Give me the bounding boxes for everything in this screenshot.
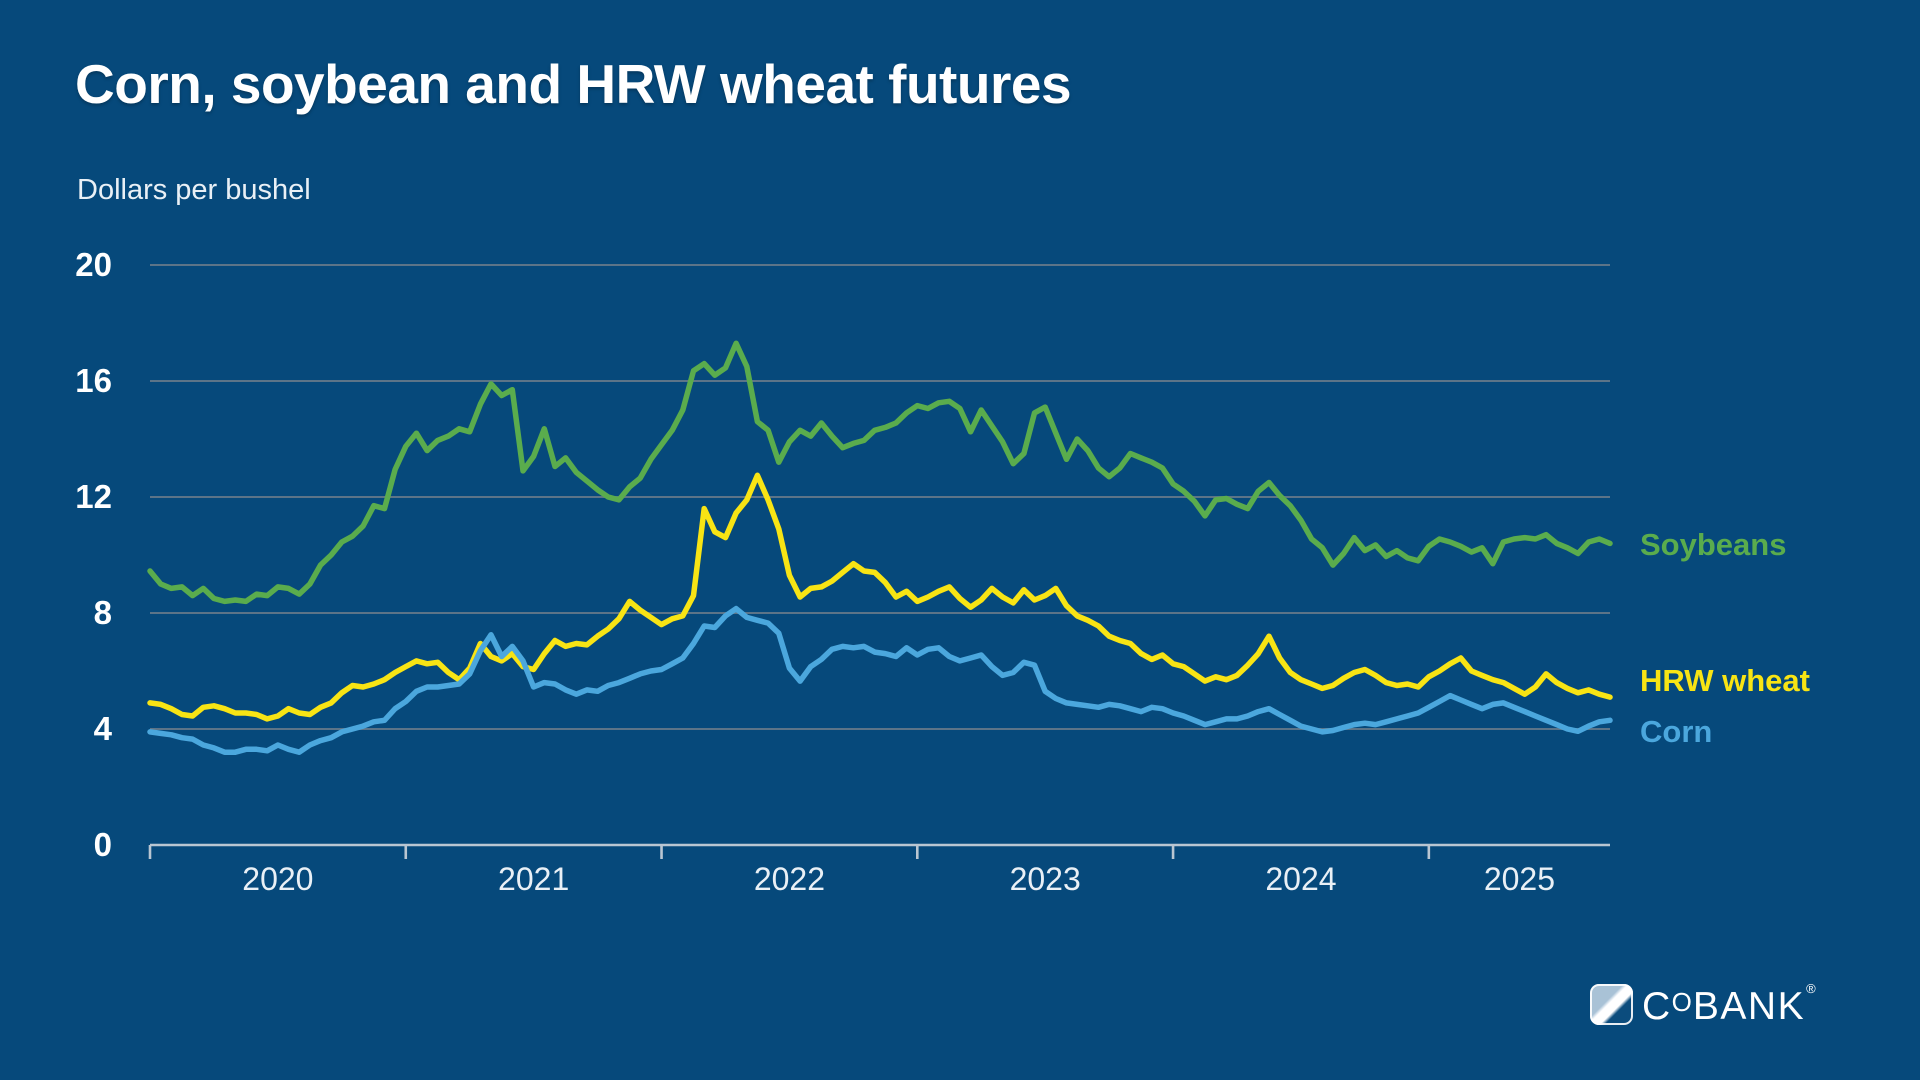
y-tick-label-20: 20 xyxy=(75,246,112,283)
soybeans-series-label: Soybeans xyxy=(1640,527,1787,562)
x-tick-label-2021: 2021 xyxy=(498,861,570,897)
hrw-wheat-series-label: HRW wheat xyxy=(1640,663,1810,698)
x-tick-label-2024: 2024 xyxy=(1265,861,1337,897)
y-tick-label-8: 8 xyxy=(93,594,112,631)
x-tick-label-2022: 2022 xyxy=(753,861,825,897)
corn-line xyxy=(147,605,1613,755)
x-tick-label-2023: 2023 xyxy=(1009,861,1081,897)
soybeans-line xyxy=(147,340,1613,605)
corn-series-label: Corn xyxy=(1640,714,1713,749)
cobank-logo-wordmark: COBANK® xyxy=(1642,981,1818,1029)
cobank-logo: COBANK® xyxy=(1590,981,1818,1029)
cobank-logo-icon xyxy=(1590,984,1633,1026)
hrw-wheat-line xyxy=(147,472,1613,722)
x-tick-label-2025: 2025 xyxy=(1483,861,1555,897)
page-title: Corn, soybean and HRW wheat futures xyxy=(75,53,1072,115)
x-tick-label-2020: 2020 xyxy=(242,861,314,897)
y-tick-label-12: 12 xyxy=(75,478,112,515)
y-tick-label-16: 16 xyxy=(75,362,112,399)
y-axis-units-label: Dollars per bushel xyxy=(77,174,311,206)
y-tick-label-0: 0 xyxy=(93,826,112,863)
y-tick-label-4: 4 xyxy=(93,710,112,747)
